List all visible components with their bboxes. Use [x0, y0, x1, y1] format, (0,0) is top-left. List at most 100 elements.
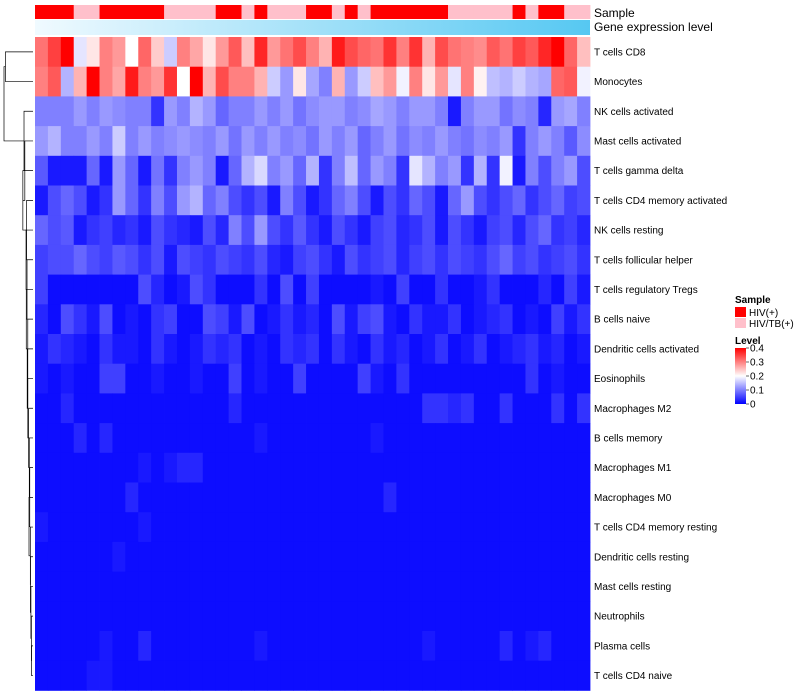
heatmap-cell: [383, 452, 397, 483]
heatmap-cell: [306, 631, 320, 662]
heatmap-cell: [551, 155, 565, 186]
sample-annotation-cell: [215, 5, 230, 19]
heatmap-cell: [409, 423, 423, 454]
heatmap-cell: [331, 304, 346, 335]
heatmap-cell: [486, 126, 501, 157]
heatmap-cell: [306, 185, 320, 216]
heatmap-cell: [125, 185, 139, 216]
heatmap-cell: [538, 393, 552, 424]
heatmap-cell: [486, 363, 501, 394]
heatmap-cell: [293, 452, 307, 483]
heatmap-cell: [499, 541, 513, 572]
heatmap-cell: [254, 215, 268, 246]
heatmap-cell: [47, 363, 62, 394]
heatmap-cell: [176, 37, 191, 68]
heatmap-cell: [35, 423, 49, 454]
heatmap-cell: [473, 155, 488, 186]
heatmap-cell: [357, 334, 371, 365]
heatmap-cell: [318, 334, 333, 365]
heatmap-cell: [306, 571, 320, 602]
heatmap-cell: [215, 512, 230, 543]
heatmap-cell: [396, 185, 410, 216]
heatmap-cell: [448, 393, 462, 424]
heatmap-cell: [60, 363, 75, 394]
level-tick-label: 0.1: [750, 386, 764, 397]
gene-expression-bar: [35, 20, 590, 35]
heatmap-cell: [318, 37, 333, 68]
heatmap-cell: [473, 304, 488, 335]
heatmap-cell: [280, 96, 294, 127]
heatmap-cell: [448, 452, 462, 483]
heatmap-cell: [151, 96, 165, 127]
heatmap-cell: [525, 601, 539, 632]
heatmap-cell: [47, 631, 62, 662]
heatmap-cell: [435, 452, 449, 483]
heatmap-cell: [577, 244, 591, 275]
heatmap-cell: [47, 601, 62, 632]
heatmap-cell: [512, 660, 526, 691]
heatmap-cell: [47, 37, 62, 68]
sample-annotation-cell: [577, 5, 591, 19]
heatmap-cell: [370, 423, 384, 454]
heatmap-cell: [35, 126, 49, 157]
heatmap-cell: [151, 601, 165, 632]
heatmap-cell: [435, 155, 449, 186]
heatmap-cell: [86, 601, 100, 632]
heatmap-cell: [564, 244, 578, 275]
heatmap-cell: [422, 660, 436, 691]
heatmap-cell: [331, 541, 346, 572]
heatmap-cell: [202, 512, 217, 543]
heatmap-cell: [60, 126, 75, 157]
heatmap-cell: [499, 363, 513, 394]
heatmap-cell: [564, 601, 578, 632]
heatmap-cell: [577, 571, 591, 602]
heatmap-cell: [525, 244, 539, 275]
heatmap-cell: [486, 244, 501, 275]
heatmap-cell: [448, 66, 462, 97]
heatmap-cell: [176, 155, 191, 186]
heatmap-cell: [176, 66, 191, 97]
heatmap-cell: [35, 601, 49, 632]
heatmap-cell: [176, 215, 191, 246]
heatmap-cell: [60, 304, 75, 335]
heatmap-cell: [460, 363, 475, 394]
sample-annotation-cell: [47, 5, 62, 19]
heatmap-cell: [357, 215, 371, 246]
heatmap-cell: [60, 601, 75, 632]
heatmap-cell: [293, 541, 307, 572]
heatmap-cell: [435, 215, 449, 246]
heatmap-cell: [47, 66, 62, 97]
row-label-t-cells-cd4-memory-resting: T cells CD4 memory resting: [594, 523, 717, 534]
heatmap-cell: [202, 185, 217, 216]
heatmap-cell: [215, 541, 230, 572]
legend-level-title: Level: [735, 336, 761, 347]
heatmap-cell: [422, 363, 436, 394]
heatmap-cell: [564, 37, 578, 68]
heatmap-cell: [215, 274, 230, 305]
heatmap-cell: [383, 541, 397, 572]
heatmap-cell: [448, 541, 462, 572]
heatmap-cell: [525, 631, 539, 662]
heatmap-cell: [112, 363, 126, 394]
heatmap-cell: [73, 155, 88, 186]
heatmap-cell: [473, 66, 488, 97]
heatmap-cell: [499, 631, 513, 662]
heatmap-cell: [448, 423, 462, 454]
heatmap-cell: [189, 482, 204, 513]
heatmap-cell: [460, 96, 475, 127]
heatmap-cell: [254, 423, 268, 454]
heatmap-cell: [125, 482, 139, 513]
heatmap-cell: [318, 512, 333, 543]
sample-annotation-cell: [151, 5, 165, 19]
heatmap-cell: [254, 126, 268, 157]
heatmap-cell: [73, 274, 88, 305]
heatmap-cell: [306, 423, 320, 454]
heatmap-cell: [318, 571, 333, 602]
heatmap-cell: [125, 334, 139, 365]
sample-annotation-cell: [176, 5, 191, 19]
heatmap-cell: [525, 482, 539, 513]
heatmap-cell: [318, 452, 333, 483]
heatmap-cell: [512, 304, 526, 335]
heatmap-cell: [357, 512, 371, 543]
